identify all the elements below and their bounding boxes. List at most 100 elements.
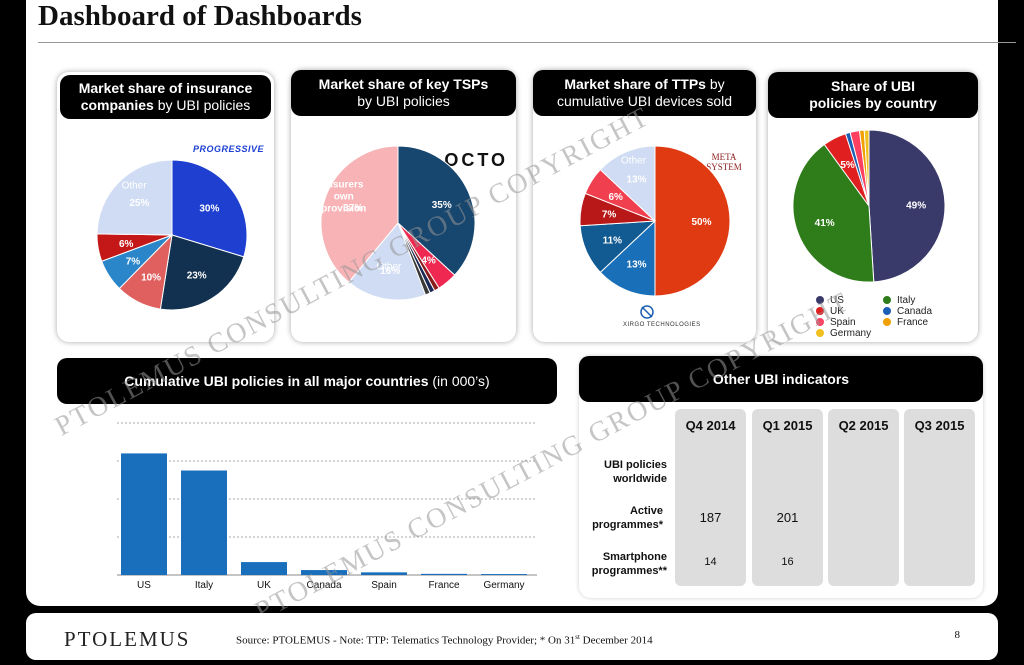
title-divider [38,42,1016,43]
pie-data-label: 16% [380,266,400,277]
indicators-col-q3-2015 [904,409,975,586]
pie-slice [159,234,245,311]
x-tick-label: France [428,580,460,591]
legend-item: France [883,317,928,328]
legend-label: Germany [830,328,872,339]
pie-category-label: Other [376,262,402,273]
x-tick-label: Spain [371,580,397,591]
indicators-value: 187 [699,510,722,525]
legend-label: UK [830,306,844,317]
legend-item: Spain [816,317,856,328]
pie-category-label: Insurers [324,179,364,190]
indicators-row-label: UBI policies worldwide [575,458,667,486]
insurers-pie-chart: 30% 23% 10%7% 6% 25% Other [96,159,248,311]
legend-item: UK [816,306,844,317]
cumulative-head-plain: (in 000’s) [432,372,490,389]
legend-label: Italy [897,295,916,306]
pie-slice [654,145,731,297]
xirgo-icon [640,305,654,319]
indicators-row-label: Active programmes* [575,504,663,532]
pie-data-label: 30% [199,203,219,214]
countries-legend: US Italy UK Canada Spain France Germany [768,72,978,342]
legend-item: Germany [816,328,871,339]
pie-data-label: 7% [602,210,617,221]
indicators-col-q2-2015 [828,409,899,586]
pie-slice [599,145,656,223]
x-tick-label: US [137,580,151,591]
legend-label: France [897,317,929,328]
indicators-value: 16 [781,556,794,568]
pie-data-label: 50% [691,217,711,228]
insurers-head-plain: by UBI policies [157,97,251,113]
indicators-header-q4-2014: Q4 2014 [685,418,736,433]
indicators-header-q2-2015: Q2 2015 [838,418,889,433]
cumulative-panel-header: Cumulative UBI policies in all major cou… [57,358,557,404]
footer-note-sup: st [575,633,580,641]
pie-category-label: provision [321,203,366,214]
indicators-row-2-label-1: Smartphone [602,551,667,563]
pie-category-label: own [334,191,354,202]
legend-swatch [883,307,891,316]
indicators-row-2-label-2: programmes** [591,565,667,577]
legend-swatch [816,296,824,305]
legend-swatch [883,318,891,327]
pie-slice [348,222,427,301]
indicators-row-0-label-2: worldwide [613,473,667,485]
xirgo-logo: XIRGO TECHNOLOGIES [623,322,701,328]
pie-data-label: 37% [343,203,363,214]
ptolemus-logo: PTOLEMUS [64,627,191,651]
pie-data-label: 13% [627,174,647,185]
pie-slice [96,159,173,236]
pie-data-label: 11% [603,235,623,246]
pie-data-label: 25% [129,198,149,209]
bar [361,572,407,575]
pie-data-label: 6% [119,239,134,250]
indicators-panel-header: Other UBI indicators [579,356,983,402]
x-tick-label: Germany [483,580,524,591]
pie-slice [868,129,946,283]
legend-item: US [816,295,844,306]
footer-source-note: Source: PTOLEMUS - Note: TTP: Telematics… [236,633,653,647]
bar [481,574,527,575]
pie-data-label: 5% [840,160,855,171]
tsps-panel-header: Market share of key TSPs by UBI policies [291,70,516,116]
legend-item: Italy [883,295,915,306]
cumulative-panel: Cumulative UBI policies in all major cou… [57,358,557,603]
footer: PTOLEMUS Source: PTOLEMUS - Note: TTP: T… [26,613,998,660]
pie-slice [599,219,656,297]
x-tick-label: Italy [195,580,213,591]
countries-head-bold: Share of UBI policies by country [809,78,937,111]
indicators-row-1-label-1: Active [629,505,663,517]
indicators-header-q3-2015: Q3 2015 [914,418,965,433]
tsps-panel: Market share of key TSPs by UBI policies… [291,70,516,342]
legend-label: Spain [830,317,856,328]
pie-data-label: 41% [815,218,835,229]
bar [121,453,167,575]
pie-slice [863,129,870,207]
progressive-logo: PROGRESSIVE [192,144,264,154]
insurers-panel: Market share of insurance companies by U… [57,72,274,342]
ttps-head-plain-2: cumulative UBI devices sold [556,93,733,109]
ttps-panel: Market share of TTPs by cumulative UBI d… [533,70,756,342]
bar [181,470,227,575]
pie-data-label: 13% [627,260,647,271]
ttps-head-plain-1: by [709,76,725,92]
pie-data-label: 4% [421,256,436,267]
legend-item: Canada [883,306,932,317]
octo-logo: OCTO [444,150,508,170]
countries-pie-chart: 49% 41% 5% [792,129,946,283]
insurers-head-bold: Market share of insurance companies [78,80,253,113]
indicators-value: 201 [776,510,799,525]
ttps-panel-header: Market share of TTPs by cumulative UBI d… [533,70,756,116]
pie-category-label: Other [122,181,148,192]
pie-data-label: 6% [609,192,624,203]
indicators-col-q1-2015 [752,409,823,586]
legend-swatch [816,307,824,316]
legend-swatch [816,329,824,338]
indicators-head-bold: Other UBI indicators [712,370,850,387]
bar [421,573,467,575]
pie-data-label: 7% [126,256,141,267]
ttps-pie-chart: 50%13%11%7%6%13%Other [579,145,731,297]
cumulative-bar-chart: US Italy UK Canada Spain France Germany [117,422,537,591]
